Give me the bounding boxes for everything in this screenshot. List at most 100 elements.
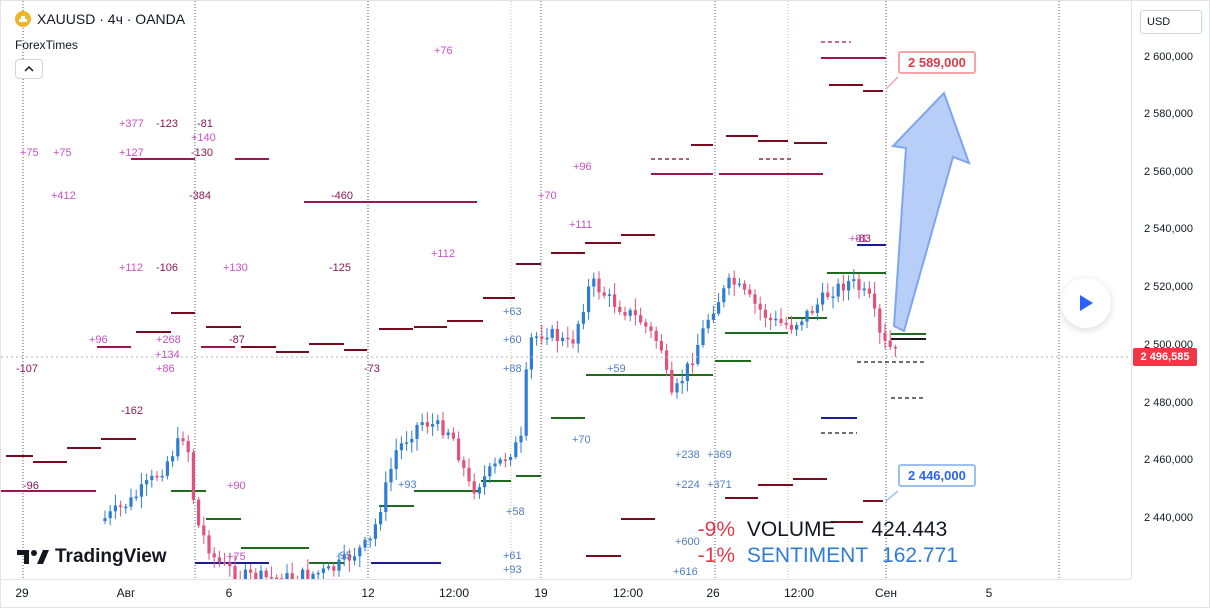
candle-body	[893, 346, 897, 349]
author-name: ForexTimes	[15, 38, 78, 52]
candle-body	[103, 518, 107, 521]
tradingview-logo[interactable]: TradingView	[17, 546, 167, 568]
candle-body	[685, 363, 689, 381]
candle-body	[108, 511, 112, 519]
pip-annotation: -83	[855, 233, 871, 245]
candle-body	[134, 496, 138, 499]
candle-body	[826, 292, 830, 298]
pip-annotation: +76	[434, 45, 453, 57]
volume-row: -9% VOLUME 424.443	[681, 517, 958, 543]
time-tick: 26	[706, 586, 720, 600]
pip-annotation: -106	[156, 262, 179, 274]
candle-body	[332, 566, 336, 571]
currency-button[interactable]: USD	[1140, 10, 1202, 34]
candle-body	[160, 475, 164, 478]
sentiment-label: SENTIMENT	[746, 544, 869, 567]
chart-canvas[interactable]	[1, 1, 1131, 579]
price-tick: 2 520,000	[1144, 281, 1193, 293]
candle-body	[462, 460, 466, 468]
candle-body	[509, 457, 513, 460]
candle-body	[436, 420, 440, 425]
candle-body	[540, 336, 544, 339]
candle-body	[181, 438, 185, 442]
candle-body	[321, 568, 325, 573]
candle-body	[186, 441, 190, 453]
play-icon	[1080, 295, 1093, 311]
pip-annotation: +224	[675, 479, 700, 491]
pip-annotation: -96	[23, 480, 39, 492]
time-axis[interactable]: 29 Авг 6 12 12:00 19 12:00 26 12:00 Сен 5	[1, 579, 1131, 608]
callout-leader-up	[885, 76, 899, 90]
price-tick: 2 560,000	[1144, 166, 1193, 178]
pip-annotation: +88	[503, 363, 522, 375]
candle-body	[644, 322, 648, 327]
candle-body	[607, 294, 611, 296]
candle-body	[727, 277, 731, 289]
candle-body	[176, 438, 180, 457]
candle-body	[836, 283, 840, 297]
pip-annotation: +70	[538, 190, 557, 202]
candle-body	[202, 525, 206, 536]
candle-body	[441, 420, 445, 436]
candle-body	[810, 310, 814, 313]
candle-body	[264, 570, 268, 578]
candle-body	[129, 497, 133, 507]
candle-body	[852, 279, 856, 281]
pip-annotation: -73	[364, 363, 380, 375]
candle-body	[327, 566, 331, 569]
pip-annotation: +58	[506, 506, 525, 518]
candle-body	[675, 383, 679, 393]
pip-annotation: -384	[189, 190, 212, 202]
candle-body	[124, 506, 128, 509]
time-tick: 19	[534, 586, 548, 600]
candle-body	[841, 283, 845, 291]
candle-body	[701, 328, 705, 345]
candle-body	[290, 573, 294, 579]
price-axis[interactable]: USD 2 600,000 2 580,000 2 560,000 2 540,000…	[1131, 1, 1210, 579]
candle-body	[571, 339, 575, 344]
candle-body	[249, 569, 253, 573]
candle-body	[301, 569, 305, 579]
price-tick: 2 600,000	[1144, 51, 1193, 63]
collapse-button[interactable]	[15, 59, 43, 79]
candle-body	[119, 505, 123, 507]
candle-body	[306, 569, 310, 579]
pip-annotation: -125	[329, 262, 352, 274]
candle-body	[857, 279, 861, 291]
candle-body	[212, 553, 216, 558]
candle-body	[696, 344, 700, 364]
price-tick: 2 460,000	[1144, 454, 1193, 466]
symbol-header[interactable]: XAUUSD · 4ч · OANDA	[15, 11, 185, 27]
callout-leader-down	[885, 490, 899, 502]
stats-panel: -9% VOLUME 424.443 -1% SENTIMENT 162.771	[681, 517, 958, 569]
pip-annotation: +70	[572, 434, 591, 446]
candle-body	[384, 482, 388, 513]
candle-body	[191, 452, 195, 500]
candle-body	[207, 535, 211, 554]
candle-body	[743, 283, 747, 290]
candle-body	[488, 466, 492, 477]
price-tick: 2 440,000	[1144, 512, 1193, 524]
candle-body	[233, 566, 237, 579]
candle-body	[472, 481, 476, 494]
candle-body	[888, 340, 892, 347]
plot-area[interactable]: XAUUSD · 4ч · OANDA ForexTimes +76 +377 -1…	[1, 1, 1131, 579]
candle-body	[592, 278, 596, 287]
candle-body	[737, 283, 741, 286]
candle-body	[623, 311, 627, 316]
candle-body	[550, 328, 554, 338]
pip-annotation: +81	[849, 233, 868, 245]
candle-body	[498, 459, 502, 464]
candle-body	[602, 292, 606, 296]
play-button[interactable]	[1061, 278, 1111, 328]
pip-annotation: +93	[398, 479, 417, 491]
sentiment-row: -1% SENTIMENT 162.771	[681, 543, 958, 569]
volume-value: 424.443	[871, 518, 948, 541]
candle-body	[649, 326, 653, 331]
candle-body	[139, 484, 143, 497]
candle-body	[774, 318, 778, 321]
candle-body	[779, 318, 783, 323]
pip-annotation: +600	[675, 536, 700, 548]
candle-body	[405, 442, 409, 444]
